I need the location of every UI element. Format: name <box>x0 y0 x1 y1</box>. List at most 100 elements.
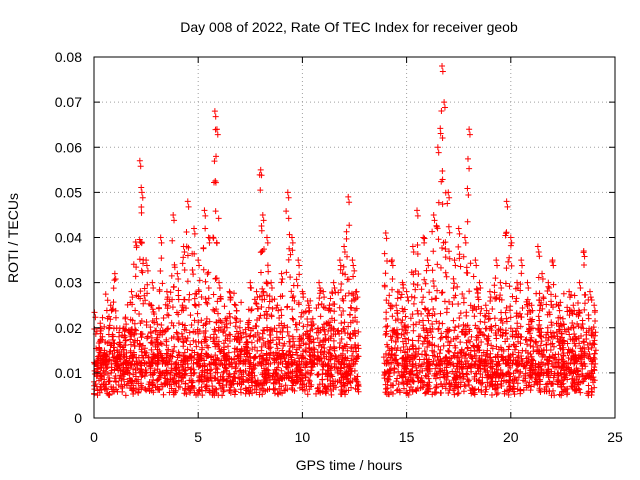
data-point <box>327 381 334 388</box>
data-point <box>464 185 471 192</box>
data-point <box>517 281 524 288</box>
data-point <box>575 385 582 392</box>
data-point <box>314 360 321 367</box>
data-point <box>452 292 459 299</box>
data-point <box>173 329 180 336</box>
data-point <box>212 208 219 215</box>
data-point <box>325 349 332 356</box>
data-point-peak <box>383 235 390 242</box>
data-point <box>487 380 494 387</box>
x-tick-label: 10 <box>295 429 311 445</box>
data-point <box>153 377 160 384</box>
data-point <box>572 333 579 340</box>
data-point-peak <box>253 288 260 295</box>
data-point <box>416 356 423 363</box>
data-point <box>505 346 512 353</box>
data-point <box>107 348 114 355</box>
data-point-peak <box>97 320 104 327</box>
data-point <box>568 356 575 363</box>
data-point <box>523 360 530 367</box>
data-point <box>300 340 307 347</box>
data-point <box>492 275 499 282</box>
data-point <box>238 371 245 378</box>
data-point <box>195 351 202 358</box>
data-point-peak <box>420 234 427 241</box>
data-point <box>195 330 202 337</box>
data-point-peak <box>346 199 353 206</box>
data-point <box>325 319 332 326</box>
data-point <box>188 321 195 328</box>
data-point <box>264 338 271 345</box>
data-point <box>182 322 189 329</box>
data-point <box>498 296 505 303</box>
data-point <box>450 352 457 359</box>
data-point <box>330 337 337 344</box>
data-point-peak <box>174 270 181 277</box>
data-point <box>182 386 189 393</box>
data-point <box>537 342 544 349</box>
data-point <box>294 282 301 289</box>
data-point <box>414 242 421 249</box>
data-point <box>416 319 423 326</box>
data-point <box>507 325 514 332</box>
data-point <box>256 333 263 340</box>
data-point <box>415 350 422 357</box>
data-point <box>168 272 175 279</box>
data-point <box>454 390 461 397</box>
data-point <box>133 327 140 334</box>
data-point <box>180 353 187 360</box>
data-point-peak <box>498 285 505 292</box>
data-point <box>181 390 188 397</box>
data-point <box>347 312 354 319</box>
data-point <box>384 385 391 392</box>
data-point <box>342 292 349 299</box>
data-point <box>220 387 227 394</box>
data-point <box>104 297 111 304</box>
data-point <box>476 377 483 384</box>
data-point <box>512 298 519 305</box>
data-point <box>265 268 272 275</box>
data-point <box>545 337 552 344</box>
data-point <box>127 349 134 356</box>
data-point <box>348 305 355 312</box>
data-point <box>132 366 139 373</box>
data-point <box>410 280 417 287</box>
data-point <box>261 327 268 334</box>
data-point <box>151 319 158 326</box>
data-point <box>247 359 254 366</box>
data-point <box>91 370 98 377</box>
data-point <box>126 375 133 382</box>
data-point <box>564 340 571 347</box>
data-point <box>443 334 450 341</box>
data-point <box>342 355 349 362</box>
data-point <box>278 320 285 327</box>
data-point-peak <box>389 262 396 269</box>
data-point <box>422 372 429 379</box>
data-point <box>391 366 398 373</box>
data-point-peak <box>263 234 270 241</box>
data-point <box>381 282 388 289</box>
data-point <box>545 366 552 373</box>
data-point <box>533 338 540 345</box>
data-point-peak <box>278 270 285 277</box>
data-point <box>424 344 431 351</box>
data-point <box>536 253 543 260</box>
data-point <box>232 368 239 375</box>
data-point <box>210 291 217 298</box>
data-point <box>212 177 219 184</box>
data-point <box>508 262 515 269</box>
data-point <box>464 218 471 225</box>
data-point <box>481 332 488 339</box>
data-point <box>578 348 585 355</box>
data-point <box>184 252 191 259</box>
data-point <box>158 322 165 329</box>
data-point <box>163 338 170 345</box>
data-point <box>244 321 251 328</box>
data-point <box>290 293 297 300</box>
data-point <box>148 360 155 367</box>
data-point-peak <box>476 279 483 286</box>
data-point <box>172 389 179 396</box>
x-tick-label: 20 <box>503 429 519 445</box>
data-point <box>166 389 173 396</box>
data-point <box>422 280 429 287</box>
